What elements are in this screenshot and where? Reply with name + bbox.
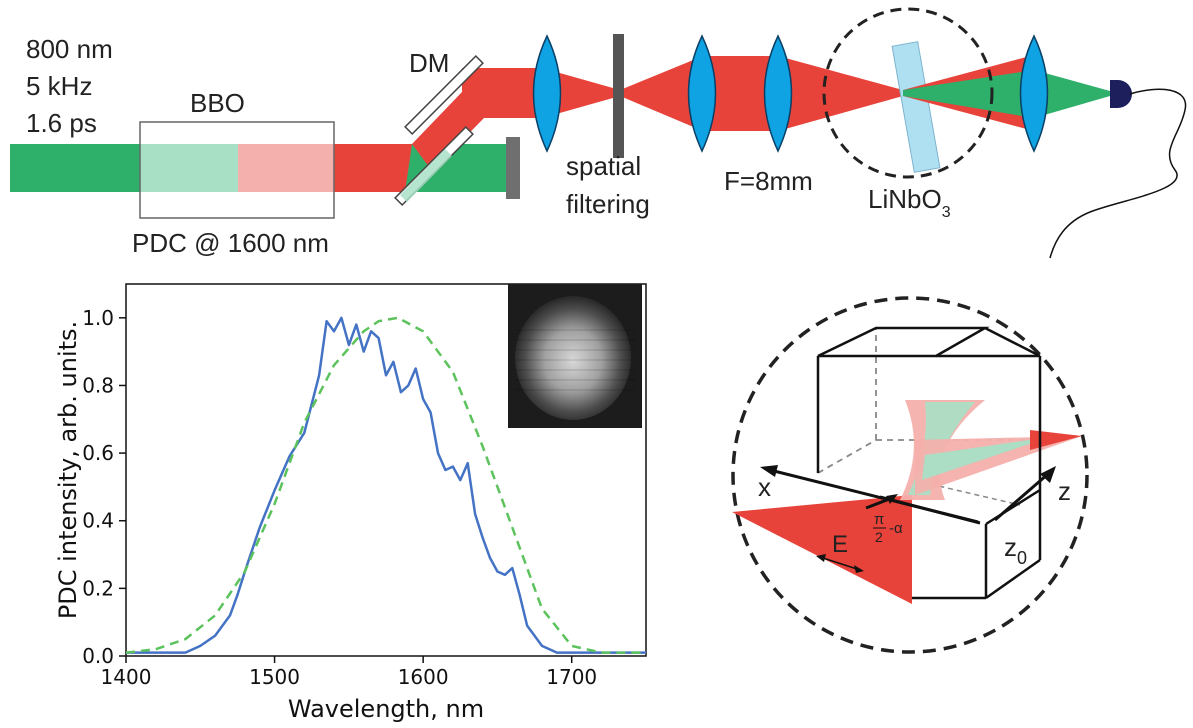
dm-label: DM: [409, 48, 449, 78]
y-tick-label: 0.2: [82, 576, 114, 600]
y-axis-label: PDC intensity, arb. units.: [54, 321, 82, 619]
spatial-filtering-label-1: spatial: [566, 151, 641, 181]
beam-from-pinhole: [620, 56, 703, 131]
x-tick-label: 1500: [249, 665, 300, 689]
lens-3: [763, 34, 793, 153]
green-diverging-beam: [903, 70, 1034, 118]
laser-spec-wavelength: 800 nm: [26, 34, 113, 64]
inset-dashed-circle: [731, 296, 1089, 654]
y-tick-label: 0.8: [82, 373, 114, 397]
field-label: E: [832, 531, 848, 558]
angle-denominator: 2: [875, 529, 883, 545]
y-tick-label: 0.4: [82, 509, 114, 533]
x-tick-group: 1400 1500 1600 1700: [101, 656, 597, 689]
spatial-filtering-label-2: filtering: [566, 189, 650, 219]
green-to-detector: [1034, 70, 1110, 118]
angle-arrow: [865, 496, 893, 510]
output-wedge-green: [922, 437, 1050, 480]
series-line-theory: [126, 316, 646, 654]
beam-profile-inset: [508, 284, 642, 428]
crystal-inset: x z z0 E π 2 -α: [731, 296, 1089, 654]
spectrum-chart: 1400 1500 1600 1700 0.0 0.2 0.4 0.6 0.8 1.0 Wave…: [54, 283, 647, 723]
series-line-measured: [126, 316, 646, 654]
y-tick-group: 0.0 0.2 0.4 0.6 0.8 1.0: [82, 306, 126, 668]
x-tick-label: 1400: [101, 665, 152, 689]
pump-wedge: [732, 495, 912, 604]
polarization-arrow: [819, 556, 861, 571]
z0-label: z0: [1004, 532, 1027, 568]
detector: [1110, 80, 1132, 108]
bbo-red-section: [238, 144, 334, 192]
angle-numerator: π: [874, 511, 884, 528]
bbo-green-section: [140, 144, 238, 192]
dichroic-mirror-2-tint: [400, 149, 452, 202]
beam-dump: [506, 137, 520, 199]
pdc-beam-upper: [462, 68, 542, 118]
axis-x-label: x: [758, 472, 771, 502]
pdc-beam-to-dm: [334, 144, 412, 192]
crystal-label: LiNbO3: [868, 184, 951, 221]
output-tip-red: [1030, 430, 1082, 450]
y-tick-label: 0.0: [82, 644, 114, 668]
dichroic-mirror-1: [404, 55, 484, 135]
spatial-filter-pinhole: [613, 34, 624, 158]
x-tick-label: 1600: [398, 665, 449, 689]
crystal-zoom-circle: [822, 7, 994, 179]
angle-rest: -α: [889, 520, 903, 537]
y-tick-label: 0.6: [82, 441, 114, 465]
pump-beam: [10, 144, 140, 192]
crystal-box-front: [817, 326, 990, 358]
bbo-crystal-outline: [139, 121, 335, 219]
y-tick-label: 1.0: [82, 306, 114, 330]
x-tick-label: 1700: [546, 665, 597, 689]
plot-frame: [125, 283, 647, 657]
axis-z-label: z: [1058, 476, 1071, 506]
x-axis-label: Wavelength, nm: [288, 695, 484, 723]
pdc-label: PDC @ 1600 nm: [132, 228, 329, 258]
beam-to-pinhole: [542, 68, 620, 118]
optical-setup: 800 nm 5 kHz 1.6 ps BBO PDC @ 1600 nm DM: [10, 7, 1187, 259]
lens-4: [1019, 34, 1049, 153]
lens-1: [532, 34, 562, 153]
linbo3-crystal: [891, 41, 941, 173]
lens-2: [687, 34, 717, 153]
laser-spec-duration: 1.6 ps: [26, 108, 97, 138]
detector-fiber: [1049, 88, 1187, 259]
focal-length-label: F=8mm: [724, 166, 813, 196]
beam-focusing: [778, 56, 903, 131]
laser-spec-reprate: 5 kHz: [26, 71, 92, 101]
bbo-label: BBO: [190, 88, 245, 118]
